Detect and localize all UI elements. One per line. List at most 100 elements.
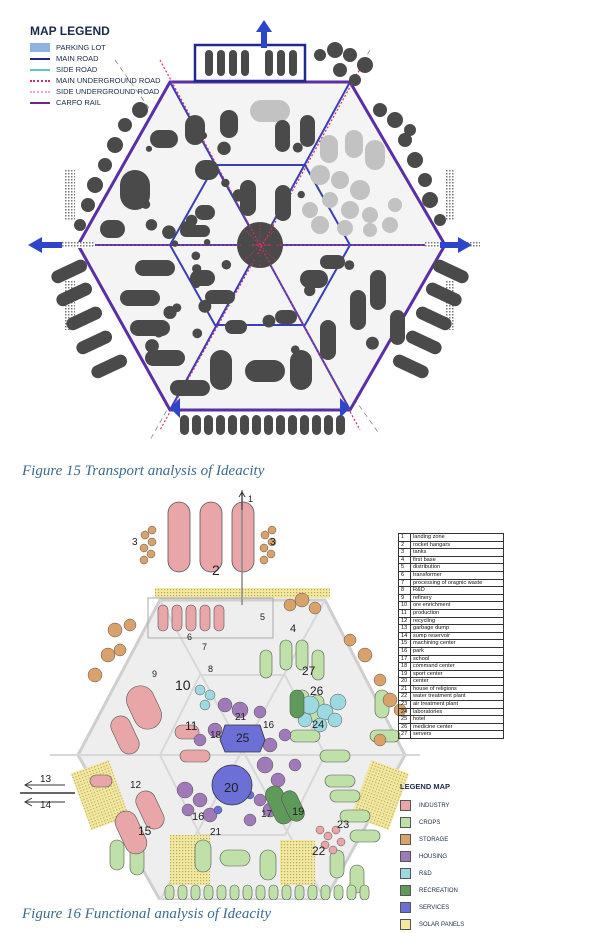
rocket-hangars [167,501,255,573]
map1-legend-item: MAIN ROAD [30,53,200,64]
map1-legend-title: MAP LEGEND [30,24,110,38]
index-row: 21 house of religions [398,684,504,694]
legend-label: CROPS [419,819,441,826]
index-number: 15 [398,639,411,648]
figure-16-caption: Figure 16 Functional analysis of Ideacit… [22,906,271,922]
index-number: 16 [398,646,411,656]
index-label: distribution [410,563,504,572]
index-number: 25 [398,715,411,724]
index-label: center [410,677,504,686]
index-row: 24 laboratories [398,707,504,717]
index-label: servers [410,730,504,740]
index-row: 3 tanks [398,548,504,557]
index-row: 2 rocket hangars [398,540,504,550]
index-row: 16 park [398,646,504,656]
legend-swatch [400,800,411,811]
legend-label: PARKING LOT [56,43,106,52]
arrow-label: 14 [40,800,52,811]
legend-label: MAIN UNDERGROUND ROAD [56,76,161,85]
node-label: 21 [210,827,222,838]
legend-swatch [400,851,411,862]
node-label: 17 [261,809,273,820]
map1-legend-item: SIDE UNDERGROUND ROAD [30,86,200,97]
index-label: R&D [410,586,504,595]
index-row: 9 refinery [398,593,504,603]
index-number: 9 [398,593,411,603]
index-number: 20 [398,677,411,686]
node-label: 16 [263,720,275,731]
index-row: 4 first base [398,555,504,565]
index-row: 25 hotel [398,715,504,724]
left-arrows [20,780,75,807]
node-label: 2 [212,562,220,578]
index-row: 5 distribution [398,563,504,572]
index-label: production [410,608,504,618]
index-number: 7 [398,578,411,588]
node-label: 27 [302,664,316,678]
index-number: 18 [398,662,411,671]
index-label: command center [410,662,504,671]
center-circle [211,764,253,806]
node-label: 25 [236,731,250,745]
legend-label: SIDE UNDERGROUND ROAD [56,87,160,96]
index-row: 8 R&D [398,586,504,595]
legend-swatch [400,902,411,913]
index-label: water treatment plant [410,692,504,702]
index-row: 17 school [398,654,504,664]
legend-label: SOLAR PANELS [419,921,465,928]
index-number: 21 [398,684,411,694]
node-label: 16 [192,811,204,823]
index-number: 2 [398,540,411,550]
index-row: 23 air treatment plant [398,700,504,709]
index-label: garbage dump [410,624,504,633]
index-number: 5 [398,563,411,572]
outer-circles [74,42,446,231]
index-number: 1 [398,533,411,542]
index-label: tanks [410,548,504,557]
legend-swatch [400,817,411,828]
index-row: 10 ore enrichment [398,601,504,610]
index-label: medicine center [410,722,504,732]
node-label: 19 [292,806,304,818]
bottom-pills [180,415,345,435]
legend-label: INDUSTRY [419,802,450,809]
index-number: 23 [398,700,411,709]
index-label: refinery [410,593,504,603]
legend-swatch [30,90,50,93]
node-label: 4 [290,623,296,635]
map2-legend-item: INDUSTRY [400,797,550,814]
index-label: school [410,654,504,664]
node-label: 22 [312,844,326,858]
node-label: 5 [260,612,265,622]
index-row: 6 transformer [398,570,504,580]
node-label: 8 [208,664,213,674]
index-label: hotel [410,715,504,724]
index-row: 7 processing of oragnic waste [398,578,504,588]
legend-label: STORAGE [419,836,449,843]
index-label: sump reservoir [410,631,504,641]
function-index-table: 1 landing zone 2 rocket hangars 3 tanks 4 first… [398,533,504,740]
map2-legend-title: LEGEND MAP [400,782,451,791]
node-label: 9 [152,669,157,679]
index-number: 14 [398,631,411,641]
transport-arrows [28,20,472,418]
map1-legend-item: MAIN UNDERGROUND ROAD [30,75,200,86]
index-number: 4 [398,555,411,565]
arrow-label: 13 [40,774,52,785]
index-label: sport center [410,669,504,679]
index-number: 11 [398,608,411,618]
node-label: 3 [270,537,276,548]
map2-legend: LEGEND MAP INDUSTRY CROPS STORAGE HOUSING R&… [400,782,550,933]
legend-swatch [30,101,50,104]
index-label: landing zone [410,533,504,542]
outer-lozenges [51,259,469,379]
index-label: park [410,646,504,656]
map2-legend-item: HOUSING [400,848,550,865]
map1-legend-item: CARFO RAIL [30,97,200,108]
index-row: 26 medicine center [398,722,504,732]
index-row: 11 production [398,608,504,618]
figure-15-caption: Figure 15 Transport analysis of Ideacity [22,463,265,479]
index-row: 13 garbage dump [398,624,504,633]
hotel-block [219,724,266,753]
legend-label: HOUSING [419,853,448,860]
